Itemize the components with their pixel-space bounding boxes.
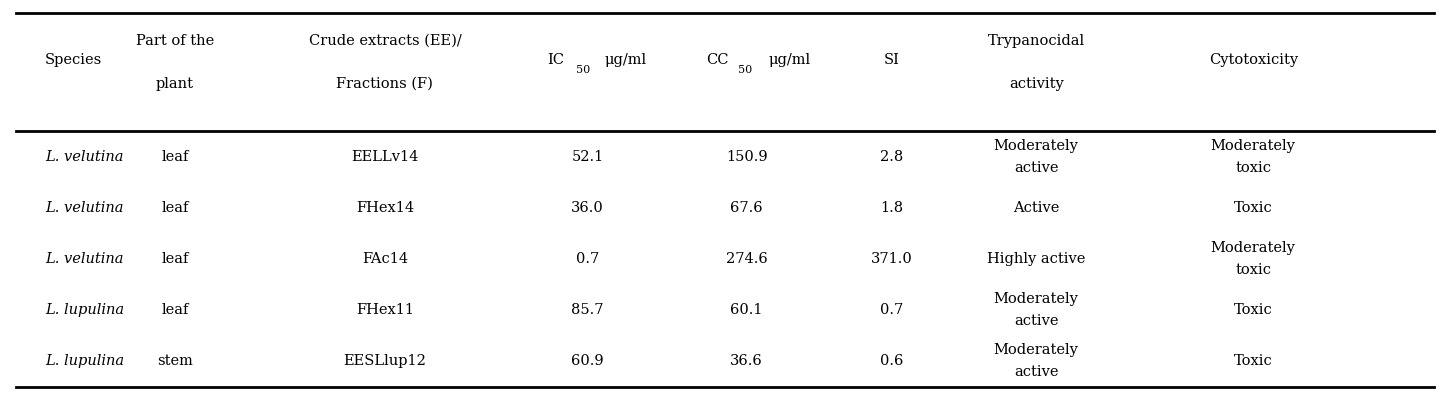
Text: toxic: toxic bbox=[1235, 263, 1272, 277]
Text: IC: IC bbox=[547, 53, 564, 67]
Text: 50: 50 bbox=[576, 65, 590, 75]
Text: FAc14: FAc14 bbox=[362, 252, 407, 266]
Text: Toxic: Toxic bbox=[1234, 303, 1273, 317]
Text: Toxic: Toxic bbox=[1234, 354, 1273, 368]
Text: 36.6: 36.6 bbox=[731, 354, 763, 368]
Text: FHex14: FHex14 bbox=[355, 201, 413, 215]
Text: 50: 50 bbox=[738, 65, 753, 75]
Text: FHex11: FHex11 bbox=[355, 303, 413, 317]
Text: plant: plant bbox=[157, 77, 194, 91]
Text: active: active bbox=[1014, 314, 1058, 328]
Text: Trypanocidal: Trypanocidal bbox=[987, 34, 1085, 48]
Text: 67.6: 67.6 bbox=[731, 201, 763, 215]
Text: Cytotoxicity: Cytotoxicity bbox=[1209, 53, 1298, 67]
Text: 85.7: 85.7 bbox=[571, 303, 603, 317]
Text: 60.1: 60.1 bbox=[731, 303, 763, 317]
Text: μg/ml: μg/ml bbox=[768, 53, 811, 67]
Text: L. lupulina: L. lupulina bbox=[45, 354, 123, 368]
Text: L. velutina: L. velutina bbox=[45, 150, 123, 164]
Text: active: active bbox=[1014, 161, 1058, 175]
Text: toxic: toxic bbox=[1235, 161, 1272, 175]
Text: leaf: leaf bbox=[161, 252, 188, 266]
Text: μg/ml: μg/ml bbox=[605, 53, 647, 67]
Text: Species: Species bbox=[45, 53, 102, 67]
Text: Part of the: Part of the bbox=[136, 34, 215, 48]
Text: L. velutina: L. velutina bbox=[45, 252, 123, 266]
Text: Moderately: Moderately bbox=[993, 292, 1079, 306]
Text: 0.6: 0.6 bbox=[880, 354, 903, 368]
Text: 150.9: 150.9 bbox=[726, 150, 767, 164]
Text: Fractions (F): Fractions (F) bbox=[336, 77, 434, 91]
Text: leaf: leaf bbox=[161, 201, 188, 215]
Text: L. velutina: L. velutina bbox=[45, 201, 123, 215]
Text: 0.7: 0.7 bbox=[576, 252, 599, 266]
Text: 2.8: 2.8 bbox=[880, 150, 903, 164]
Text: 36.0: 36.0 bbox=[571, 201, 603, 215]
Text: stem: stem bbox=[157, 354, 193, 368]
Text: leaf: leaf bbox=[161, 150, 188, 164]
Text: Moderately: Moderately bbox=[993, 343, 1079, 357]
Text: leaf: leaf bbox=[161, 303, 188, 317]
Text: Highly active: Highly active bbox=[987, 252, 1086, 266]
Text: EESLlup12: EESLlup12 bbox=[344, 354, 426, 368]
Text: activity: activity bbox=[1009, 77, 1063, 91]
Text: 0.7: 0.7 bbox=[880, 303, 903, 317]
Text: Moderately: Moderately bbox=[993, 139, 1079, 153]
Text: L. lupulina: L. lupulina bbox=[45, 303, 123, 317]
Text: active: active bbox=[1014, 365, 1058, 379]
Text: 274.6: 274.6 bbox=[726, 252, 767, 266]
Text: Crude extracts (EE)/: Crude extracts (EE)/ bbox=[309, 34, 461, 48]
Text: 371.0: 371.0 bbox=[870, 252, 912, 266]
Text: 1.8: 1.8 bbox=[880, 201, 903, 215]
Text: 52.1: 52.1 bbox=[571, 150, 603, 164]
Text: Moderately: Moderately bbox=[1211, 139, 1296, 153]
Text: 60.9: 60.9 bbox=[571, 354, 603, 368]
Text: CC: CC bbox=[706, 53, 729, 67]
Text: Moderately: Moderately bbox=[1211, 241, 1296, 255]
Text: SI: SI bbox=[883, 53, 899, 67]
Text: Toxic: Toxic bbox=[1234, 201, 1273, 215]
Text: Active: Active bbox=[1014, 201, 1060, 215]
Text: EELLv14: EELLv14 bbox=[351, 150, 419, 164]
